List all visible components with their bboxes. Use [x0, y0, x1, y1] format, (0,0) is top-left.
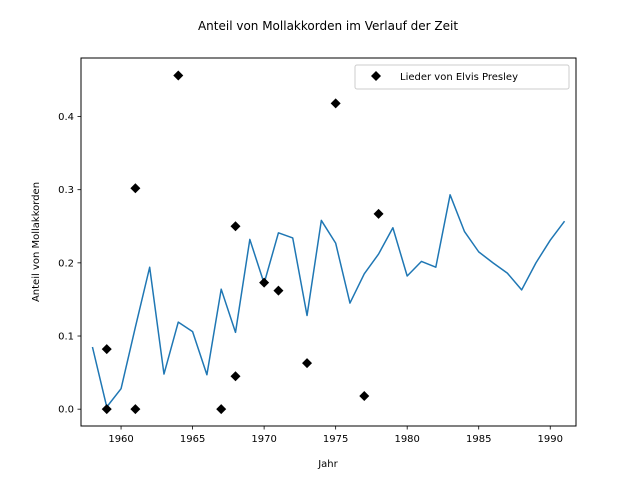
scatter-point-diamond: [173, 70, 184, 81]
scatter-point-diamond: [101, 344, 112, 355]
legend-box: [354, 64, 570, 90]
x-tick-label: 1985: [466, 434, 491, 445]
scatter-point-diamond: [101, 404, 112, 415]
line-series: [91, 194, 566, 408]
axes-frame: [80, 57, 577, 427]
scatter-point-diamond: [273, 285, 284, 296]
x-tick-label: 1970: [251, 434, 276, 445]
plot-area: 1960 1965 1970 1975 1980 1985 1990 0.0 0.1 0.2 0.3…: [58, 70, 566, 445]
legend: Lieder von Elvis Presley: [354, 64, 570, 90]
x-axis-label: Jahr: [317, 459, 338, 470]
scatter-point-diamond: [130, 183, 141, 194]
y-tick-label: 0.1: [58, 332, 74, 343]
x-tick-label: 1960: [108, 434, 133, 445]
scatter-point-diamond: [230, 371, 241, 382]
scatter-point-diamond: [359, 391, 370, 402]
legend-marker-diamond: [371, 71, 381, 81]
y-tick-label: 0.3: [58, 185, 74, 196]
scatter-point-diamond: [130, 404, 141, 415]
scatter-point-diamond: [230, 221, 241, 232]
legend-label: Lieder von Elvis Presley: [400, 72, 518, 83]
chart-title: Anteil von Mollakkorden im Verlauf der Z…: [198, 19, 458, 33]
scatter-point-diamond: [330, 98, 341, 109]
x-tick-label: 1975: [323, 434, 348, 445]
scatter-point-diamond: [373, 208, 384, 219]
x-tick-label: 1990: [538, 434, 563, 445]
x-tick-label: 1965: [180, 434, 205, 445]
scatter-point-diamond: [302, 358, 313, 369]
y-tick-label: 0.4: [58, 112, 74, 123]
y-tick-label: 0.0: [58, 405, 74, 416]
scatter-point-diamond: [259, 277, 270, 288]
y-axis-label: Anteil von Mollakkorden: [31, 182, 42, 302]
scatter-point-diamond: [216, 404, 227, 415]
y-tick-label: 0.2: [58, 258, 74, 269]
x-tick-label: 1980: [394, 434, 419, 445]
